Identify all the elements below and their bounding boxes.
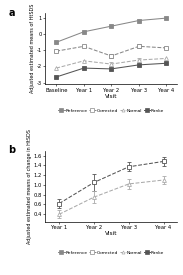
Text: a: a — [8, 8, 15, 18]
Text: b: b — [8, 145, 15, 155]
Y-axis label: Adjusted estimated means of change in HtSDS: Adjusted estimated means of change in Ht… — [27, 129, 32, 244]
Y-axis label: Adjusted estimated means of HtSDS: Adjusted estimated means of HtSDS — [30, 4, 35, 94]
Legend: Reference, Corrected, Normal, Ranke: Reference, Corrected, Normal, Ranke — [57, 249, 166, 256]
Legend: Reference, Corrected, Normal, Ranke: Reference, Corrected, Normal, Ranke — [57, 107, 166, 115]
X-axis label: Visit: Visit — [105, 232, 118, 236]
X-axis label: Visit: Visit — [105, 94, 118, 99]
